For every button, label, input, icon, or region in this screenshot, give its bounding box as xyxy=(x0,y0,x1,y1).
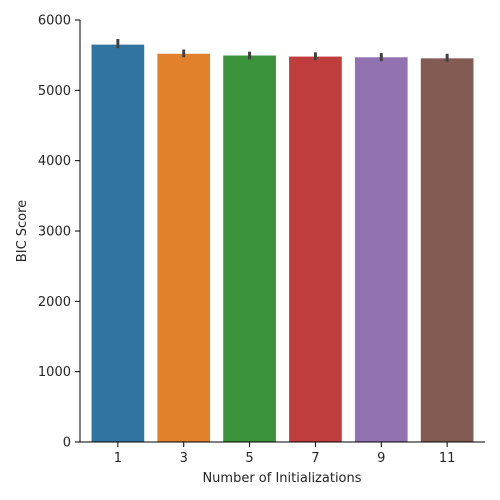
y-tick-label-5000: 5000 xyxy=(38,84,71,99)
x-axis-label: Number of Initializations xyxy=(202,471,361,486)
x-tick-label-7: 7 xyxy=(311,451,319,466)
y-tick-label-6000: 6000 xyxy=(38,14,71,29)
x-tick-label-9: 9 xyxy=(377,451,385,466)
error-bars-group xyxy=(116,38,449,62)
bar-5 xyxy=(223,55,276,442)
bar-3 xyxy=(157,53,211,442)
x-ticks-group: 1 3 5 7 9 11 xyxy=(114,442,456,466)
y-tick-label-3000: 3000 xyxy=(38,225,71,240)
y-tick-label-2000: 2000 xyxy=(38,295,71,310)
bars-group xyxy=(91,44,474,442)
bar-7 xyxy=(289,56,342,442)
y-ticks-group: 0 1000 2000 3000 4000 5000 6000 xyxy=(38,14,80,451)
y-tick-label-1000: 1000 xyxy=(38,365,71,380)
x-tick-label-3: 3 xyxy=(180,451,188,466)
y-axis-label: BIC Score xyxy=(15,200,30,262)
bar-1 xyxy=(91,44,145,442)
x-tick-label-11: 11 xyxy=(439,451,456,466)
bar-9 xyxy=(354,57,408,442)
y-tick-label-0: 0 xyxy=(63,436,71,451)
x-tick-label-5: 5 xyxy=(245,451,253,466)
y-tick-label-4000: 4000 xyxy=(38,154,71,169)
x-tick-label-1: 1 xyxy=(114,451,122,466)
bar-11 xyxy=(420,58,474,442)
